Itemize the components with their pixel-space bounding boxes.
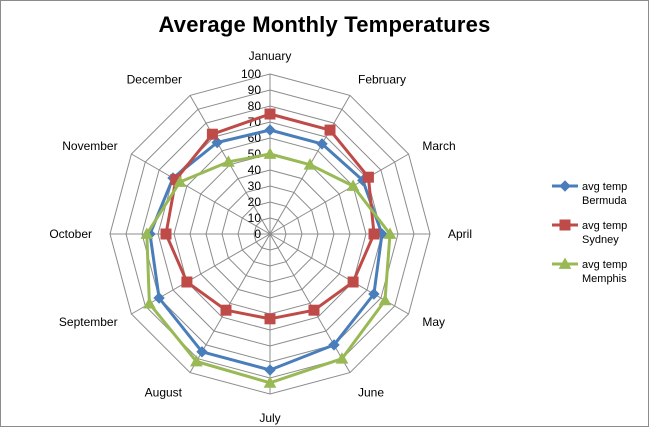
data-point-memphis-november (173, 175, 187, 187)
data-point-memphis-january (263, 147, 277, 159)
spoke-line (269, 153, 409, 235)
legend-item-memphis: avg temp Memphis (552, 257, 627, 285)
legend-item-sydney: avg temp Sydney (552, 219, 627, 246)
spoke-line (131, 153, 271, 235)
data-point-bermuda-december (211, 136, 223, 149)
data-point-memphis-april (383, 227, 397, 239)
data-point-sydney-july (264, 313, 276, 325)
legend-label-line2: Memphis (582, 273, 627, 285)
legend-item-bermuda: avg temp Bermuda (552, 180, 628, 207)
data-point-sydney-october (160, 228, 172, 240)
data-point-memphis-september (143, 297, 156, 309)
spoke-line (269, 233, 351, 373)
legend-label-line1: avg temp (582, 181, 627, 193)
category-label-september: September (59, 315, 118, 329)
tick-label-90: 90 (248, 83, 262, 97)
legend-marker-memphis (558, 257, 572, 269)
data-point-memphis-july (263, 376, 277, 388)
category-labels: January February March April May June July Augu… (49, 49, 472, 425)
category-label-october: October (49, 227, 92, 241)
data-point-sydney-june (308, 304, 320, 316)
category-label-july: July (259, 411, 280, 425)
data-point-bermuda-may (368, 288, 380, 300)
category-label-january: January (249, 49, 292, 63)
category-label-november: November (62, 139, 117, 153)
data-point-sydney-january (264, 108, 276, 120)
data-point-bermuda-june (328, 339, 340, 351)
data-point-sydney-december (206, 128, 218, 140)
category-label-december: December (127, 73, 182, 87)
data-point-sydney-february (324, 124, 336, 136)
series-layer (140, 108, 397, 388)
data-point-sydney-september (181, 276, 193, 288)
spoke-line (131, 233, 271, 315)
chart-title: Average Monthly Temperatures (158, 12, 491, 37)
tick-label-100: 100 (241, 67, 261, 81)
data-point-sydney-march (362, 171, 374, 183)
tick-label-20: 20 (248, 195, 262, 209)
category-label-june: June (358, 385, 384, 399)
legend-marker-sydney (559, 219, 571, 231)
data-point-memphis-february (303, 158, 317, 170)
data-point-bermuda-february (316, 138, 328, 150)
data-point-sydney-april (368, 228, 380, 240)
data-point-memphis-october (140, 227, 154, 239)
data-point-memphis-december (222, 155, 235, 167)
data-point-memphis-march (346, 179, 360, 191)
data-point-sydney-may (347, 276, 359, 288)
tick-label-40: 40 (248, 163, 262, 177)
legend: avg temp Bermuda avg temp Sydney avg temp Mem… (552, 180, 628, 285)
tick-label-10: 10 (248, 211, 262, 225)
category-label-february: February (358, 73, 406, 87)
series-bermuda (144, 124, 388, 376)
legend-label-line2: Sydney (582, 234, 619, 246)
series-memphis (140, 147, 397, 388)
tick-label-80: 80 (248, 99, 262, 113)
data-point-memphis-june (335, 352, 349, 364)
legend-marker-bermuda (559, 180, 571, 192)
data-point-bermuda-august (196, 346, 208, 358)
series-sydney (160, 108, 380, 325)
tick-label-0: 0 (254, 227, 261, 241)
legend-label-line1: avg temp (582, 220, 627, 232)
data-point-bermuda-january (264, 124, 276, 136)
category-label-august: August (145, 385, 183, 399)
data-point-bermuda-july (264, 364, 276, 376)
data-point-bermuda-september (153, 292, 165, 304)
data-point-memphis-may (378, 293, 392, 306)
category-label-may: May (422, 315, 445, 329)
category-label-april: April (448, 227, 472, 241)
legend-label-line2: Bermuda (582, 195, 628, 207)
data-point-memphis-august (190, 354, 203, 367)
category-label-march: March (422, 139, 455, 153)
data-point-sydney-august (220, 304, 232, 316)
legend-label-line1: avg temp (582, 259, 627, 271)
tick-label-30: 30 (248, 179, 262, 193)
